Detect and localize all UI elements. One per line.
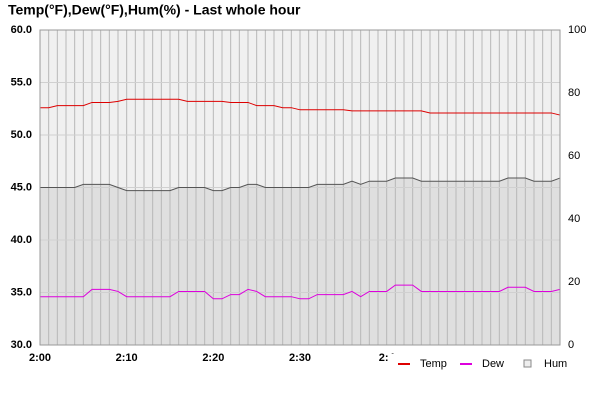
y2-tick-label: 60 <box>568 150 580 162</box>
chart-title: Temp(°F),Dew(°F),Hum(%) - Last whole hou… <box>8 2 301 18</box>
y-tick-label: 40.0 <box>11 234 32 246</box>
y-tick-label: 35.0 <box>11 286 32 298</box>
legend-label: Temp <box>420 358 447 370</box>
series-line <box>40 284 561 300</box>
x-tick-label: 2:00 <box>29 352 51 364</box>
legend-label: Dew <box>482 358 504 370</box>
y2-tick-label: 80 <box>568 87 580 99</box>
y-tick-label: 55.0 <box>11 76 32 88</box>
x-tick-label: 2:30 <box>289 352 311 364</box>
y-tick-label: 60.0 <box>11 24 32 36</box>
legend-label: Hum <box>544 358 567 370</box>
y2-tick-label: 100 <box>568 24 586 36</box>
series-line <box>40 98 561 116</box>
y-tick-label: 45.0 <box>11 181 32 193</box>
x-tick-label: 2:20 <box>202 352 224 364</box>
y-tick-label: 50.0 <box>11 129 32 141</box>
y-tick-label: 30.0 <box>11 339 32 351</box>
x-tick-label: 2:10 <box>116 352 138 364</box>
legend-bg <box>388 354 568 374</box>
legend-swatch <box>523 359 532 368</box>
y2-tick-label: 40 <box>568 213 580 225</box>
series-line <box>40 177 561 192</box>
plot-border <box>39 29 561 346</box>
y2-tick-label: 20 <box>568 276 580 288</box>
y2-tick-label: 0 <box>568 339 574 351</box>
